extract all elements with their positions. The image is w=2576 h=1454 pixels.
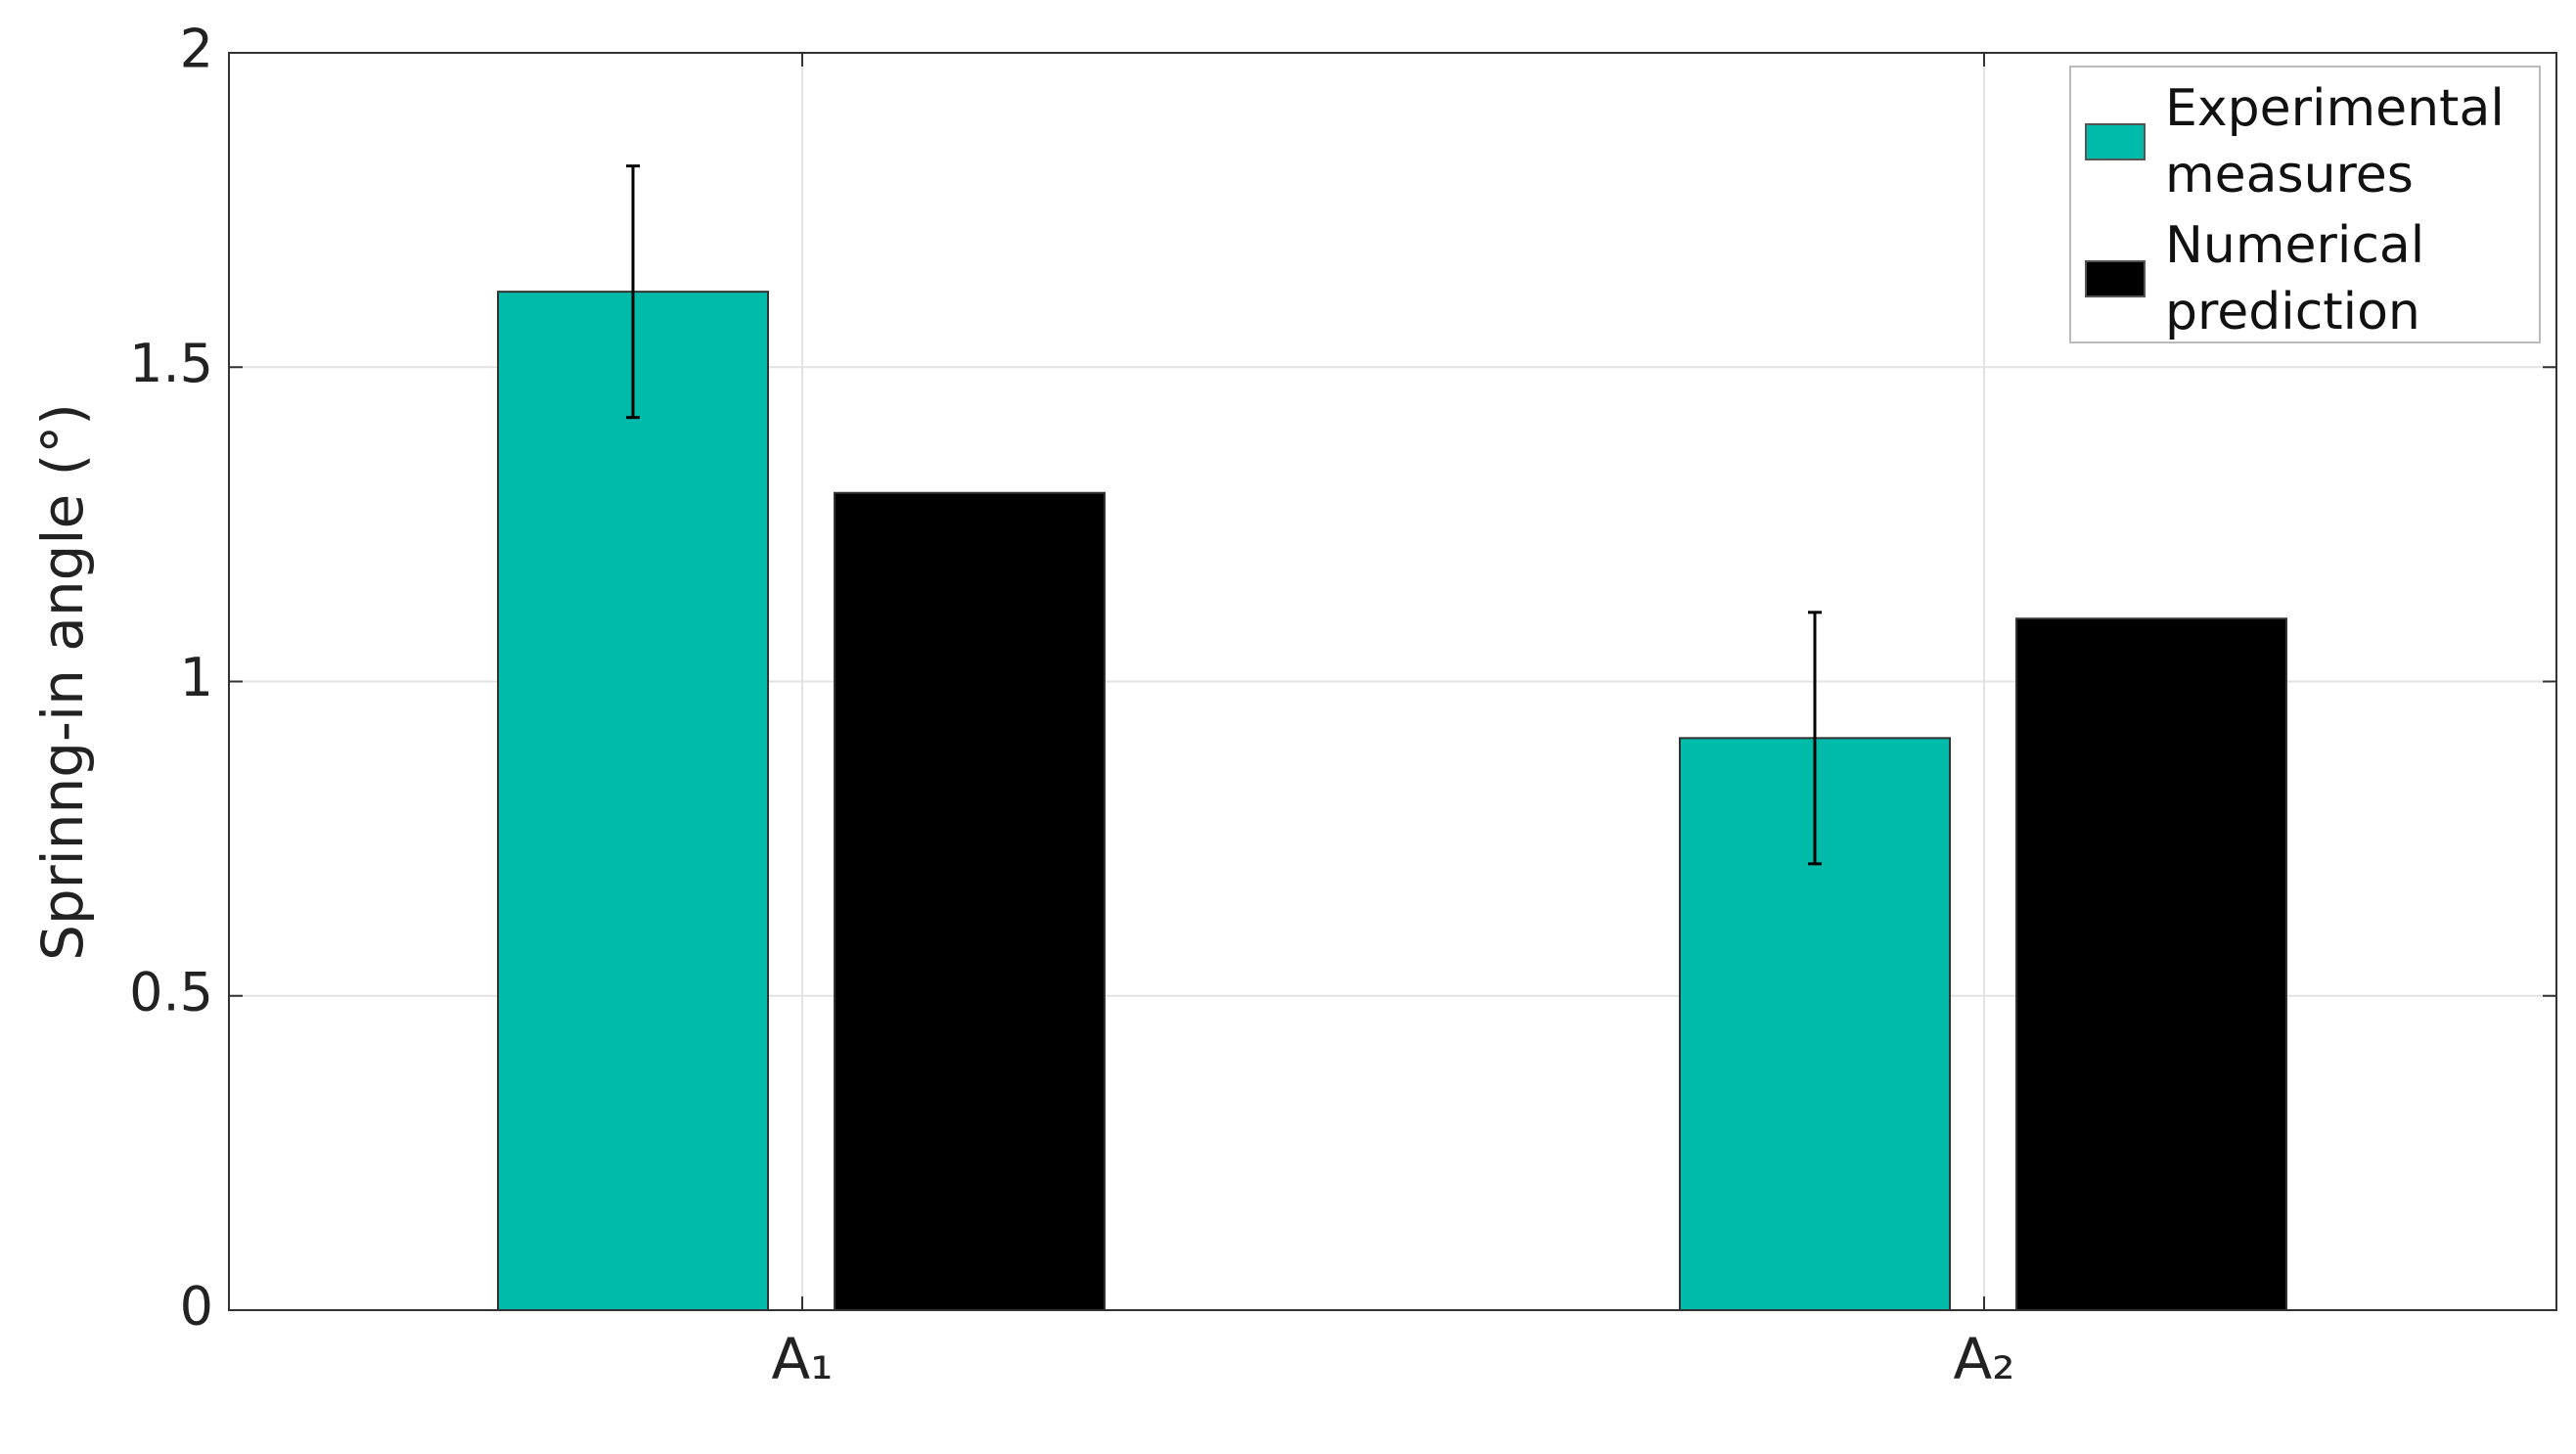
bar xyxy=(497,291,769,1311)
x-tick-label: A₁ xyxy=(772,1326,834,1392)
legend: Experimental measures Numerical predictio… xyxy=(2069,66,2541,343)
y-tick-label: 2 xyxy=(180,19,213,80)
y-tick-label: 1.5 xyxy=(129,333,213,394)
legend-label: Numerical prediction xyxy=(2165,216,2425,341)
legend-swatch xyxy=(2085,260,2146,297)
y-axis-label: Sprinng-in angle (°) xyxy=(29,403,96,961)
y-tick-label: 0 xyxy=(180,1276,213,1338)
plot-frame xyxy=(228,52,2557,1311)
legend-swatch xyxy=(2085,123,2146,160)
y-tick-label: 0.5 xyxy=(129,961,213,1022)
legend-label: Experimental measures xyxy=(2165,79,2505,204)
x-tick-label: A₂ xyxy=(1954,1326,2015,1392)
y-tick-label: 1 xyxy=(180,647,213,708)
bar xyxy=(834,491,1106,1311)
legend-item: Numerical prediction xyxy=(2085,212,2537,345)
bar xyxy=(2015,617,2287,1311)
legend-item: Experimental measures xyxy=(2085,75,2537,208)
